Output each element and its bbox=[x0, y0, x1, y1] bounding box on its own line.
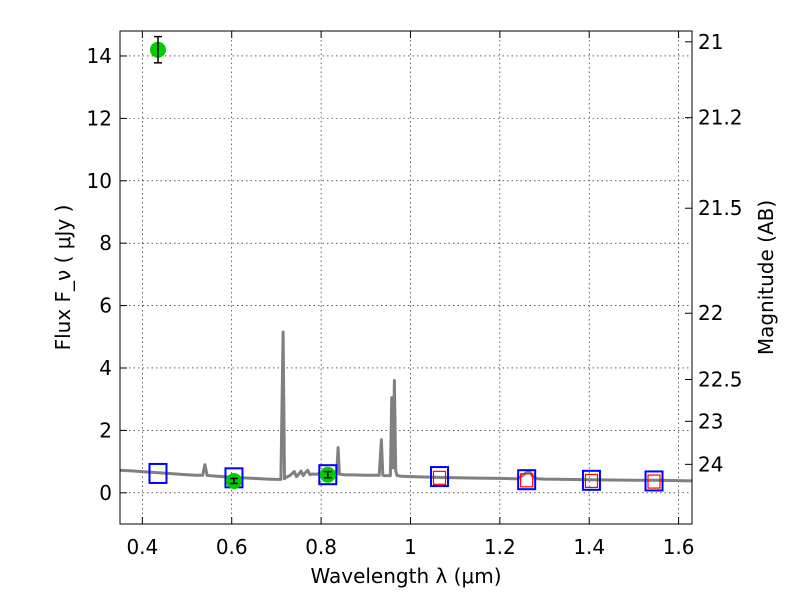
y-tick-label: 8 bbox=[99, 231, 112, 255]
model-box-point bbox=[644, 470, 664, 492]
right-tick-label: 21.2 bbox=[698, 106, 743, 130]
model-box-point bbox=[430, 466, 450, 488]
grid-lines bbox=[120, 31, 692, 524]
axis-ticks bbox=[120, 31, 680, 524]
x-tick-label: 1 bbox=[404, 535, 417, 559]
model-box-point bbox=[148, 462, 168, 484]
y-tick-label: 4 bbox=[99, 356, 112, 380]
x-tick-label: 0.6 bbox=[216, 535, 248, 559]
x-tick-labels: 0.4 0.6 0.8 1 1.2 1.4 1.6 bbox=[126, 535, 694, 559]
filter-box-point bbox=[520, 473, 534, 488]
x-tick-label: 1.2 bbox=[484, 535, 516, 559]
right-tick-label: 22.5 bbox=[698, 368, 743, 392]
x-tick-label: 0.4 bbox=[126, 535, 158, 559]
y-tick-label: 6 bbox=[99, 294, 112, 318]
x-tick-label: 1.6 bbox=[663, 535, 695, 559]
x-tick-label: 0.8 bbox=[305, 535, 337, 559]
y-tick-label: 12 bbox=[87, 106, 112, 130]
right-tick-label: 22 bbox=[698, 301, 723, 325]
filter-box-point bbox=[584, 473, 599, 489]
right-tick-label: 21 bbox=[698, 30, 723, 54]
y-tick-label: 0 bbox=[99, 481, 112, 505]
x-tick-label: 1.4 bbox=[573, 535, 605, 559]
plot-area bbox=[119, 35, 693, 492]
axes-frame bbox=[119, 30, 693, 525]
y-axis-label: Flux F_ν ( μJy ) bbox=[51, 205, 75, 351]
model-box-point bbox=[581, 469, 601, 491]
filter-box-point bbox=[432, 470, 447, 485]
right-axis-label: Magnitude (AB) bbox=[754, 200, 778, 355]
y-tick-label: 14 bbox=[87, 44, 112, 68]
right-tick-label: 21.5 bbox=[698, 196, 743, 220]
y-tick-labels: 0 2 4 6 8 10 12 14 bbox=[87, 44, 112, 505]
right-magnitude-ticks: 21 21.2 21.5 22 22.5 23 24 bbox=[685, 30, 743, 476]
y-tick-label: 2 bbox=[99, 418, 112, 442]
right-tick-label: 23 bbox=[698, 409, 723, 433]
filter-box-point bbox=[647, 474, 661, 489]
model-box-point bbox=[517, 469, 537, 491]
y-tick-label: 10 bbox=[87, 169, 112, 193]
x-axis-label: Wavelength λ (μm) bbox=[310, 564, 501, 588]
right-tick-label: 24 bbox=[698, 452, 723, 476]
model-box-point bbox=[318, 464, 338, 486]
